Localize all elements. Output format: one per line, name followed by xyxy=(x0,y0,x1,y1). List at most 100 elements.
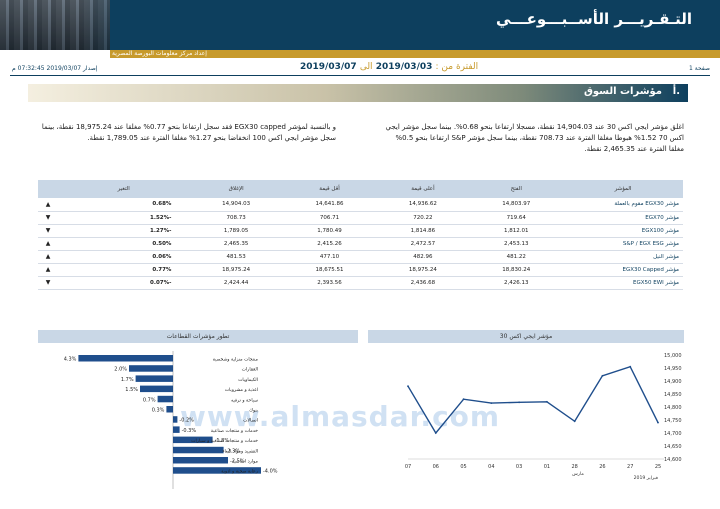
close-value: 481.53 xyxy=(189,250,283,264)
change-value: 0.68% xyxy=(58,198,190,212)
high-value: 18,975.24 xyxy=(376,263,470,277)
col-header-open: الفتح xyxy=(510,186,522,192)
data-point xyxy=(462,398,465,401)
bar-category-label: خدمات و منتجات صناعية و سيارات xyxy=(191,439,258,444)
up-arrow-icon: ▲ xyxy=(38,198,58,212)
section-bar: أ. مؤشرات السوق xyxy=(28,84,688,102)
egx30-chart-title: مؤشر ايجي اكس 30 xyxy=(368,330,684,343)
data-point xyxy=(657,421,659,424)
high-value: 720.22 xyxy=(376,211,470,225)
change-value: 0.06% xyxy=(58,250,190,264)
bar xyxy=(135,375,173,382)
col-header-change: التغير xyxy=(117,186,130,192)
high-value: 14,936.62 xyxy=(376,198,470,212)
x-group-label: فبراير 2019 xyxy=(634,475,658,481)
open-value: 14,803.97 xyxy=(469,198,563,212)
divider xyxy=(10,75,710,76)
index-name: مؤشر EGX30 مقوم بالعملة xyxy=(563,198,683,212)
bar-data-label: 0.3% xyxy=(152,408,165,414)
y-tick-label: 14,750 xyxy=(664,418,682,424)
table-row: مؤشر النيل 481.22 482.96 477.10 481.53 0.06% ▲ xyxy=(38,250,683,264)
index-name: مؤشر S&P / EGX ESG xyxy=(563,237,683,251)
data-point xyxy=(545,400,548,403)
change-value: 0.50% xyxy=(58,237,190,251)
bar-category-label: اتصالات xyxy=(243,419,258,424)
release-stamp: إصدار 2019/03/07 07:32:45 م xyxy=(12,65,98,72)
bar-category-label: منتجات منزلية وشخصية xyxy=(213,358,259,363)
bar-category-label: رعاية صحية و ادوية xyxy=(221,470,258,475)
report-title: التـقـريـــر الأســبـــوعـــي xyxy=(496,10,692,28)
open-value: 2,453.13 xyxy=(469,237,563,251)
bar-data-label: -1.8% xyxy=(215,438,230,444)
bar-data-label: 0.7% xyxy=(143,397,156,403)
bar-data-label: 1.7% xyxy=(121,377,134,383)
x-tick-label: 26 xyxy=(599,464,605,470)
low-value: 2,393.56 xyxy=(282,276,377,290)
up-arrow-icon: ▲ xyxy=(38,237,58,251)
x-tick-label: 06 xyxy=(433,464,439,470)
bar xyxy=(157,395,173,403)
y-tick-label: 14,600 xyxy=(664,457,682,463)
bar xyxy=(166,406,173,413)
x-tick-label: 01 xyxy=(544,464,550,470)
change-value: -1.52% xyxy=(58,211,190,225)
bar xyxy=(173,436,213,444)
sectors-bar-chart: 4.3% منتجات منزلية وشخصية 2.0% العقارات 1.7%… xyxy=(64,351,278,489)
bar-category-label: موارد اساسية xyxy=(232,460,259,465)
bar-data-label: -2.3% xyxy=(226,448,241,454)
egx30-line-chart: 15,000 14,950 14,900 14,850 14,800 14,750 14,7… xyxy=(405,353,682,481)
high-value: 2,436.68 xyxy=(376,276,470,290)
y-tick-label: 14,800 xyxy=(664,405,682,411)
up-arrow-icon: ▲ xyxy=(38,250,58,264)
data-point xyxy=(573,420,576,423)
close-value: 18,975.24 xyxy=(189,263,283,277)
x-tick-label: 03 xyxy=(516,464,522,470)
bar xyxy=(129,365,173,372)
index-name: مؤشر EGX70 xyxy=(563,211,683,225)
close-value: 2,424.44 xyxy=(189,276,283,290)
change-value: -0.07% xyxy=(58,276,190,290)
open-value: 1,812.01 xyxy=(469,224,563,238)
close-value: 14,904.03 xyxy=(189,198,283,212)
change-value: 0.77% xyxy=(58,263,190,277)
bar-data-label: -0.3% xyxy=(182,428,197,434)
open-value: 481.22 xyxy=(469,250,563,264)
high-value: 2,472.57 xyxy=(376,237,470,251)
low-value: 14,641.86 xyxy=(282,198,377,212)
down-arrow-icon: ▼ xyxy=(38,211,58,225)
header-fade xyxy=(80,0,200,50)
close-value: 1,789.05 xyxy=(189,224,283,238)
data-point xyxy=(490,402,493,404)
bar xyxy=(173,416,178,423)
x-tick-label: 27 xyxy=(627,464,633,470)
section-number: أ. xyxy=(672,86,680,97)
watermark: www.almasdar.com xyxy=(180,400,501,433)
col-header-close: الإغلاق xyxy=(228,186,244,192)
y-tick-label: 14,900 xyxy=(664,379,682,385)
open-value: 2,426.13 xyxy=(469,276,563,290)
col-header-high: أعلى قيمة xyxy=(411,186,435,192)
data-point xyxy=(518,401,521,404)
header-accent-bar: إعداد مركز معلومات البورصة المصرية xyxy=(110,50,720,58)
data-point xyxy=(407,385,409,388)
table-row: مؤشر EGX30 مقوم بالعملة 14,803.97 14,936.6… xyxy=(38,198,683,212)
up-arrow-icon: ▲ xyxy=(38,263,58,277)
summary-paragraph-left: و بالنسبة لمؤشر EGX30 capped فقد سجل ارت… xyxy=(41,123,336,142)
low-value: 477.10 xyxy=(282,250,377,264)
index-name: مؤشر EGX50 EWI xyxy=(563,276,683,290)
low-value: 1,780.49 xyxy=(282,224,377,238)
period-to: 2019/03/07 xyxy=(300,62,357,72)
bar xyxy=(140,385,173,393)
period-from: 2019/03/03 xyxy=(375,62,433,72)
x-tick-label: 25 xyxy=(655,464,661,470)
bar-category-label: بنوك xyxy=(249,409,258,414)
bar xyxy=(78,355,173,362)
y-tick-label: 15,000 xyxy=(664,353,682,359)
bar-data-label: 2.0% xyxy=(114,367,127,373)
y-tick-label: 14,700 xyxy=(664,431,682,437)
open-value: 18,830.24 xyxy=(469,263,563,277)
low-value: 706.71 xyxy=(282,211,377,225)
bar xyxy=(173,467,261,474)
indices-table: المؤشر الفتح أعلى قيمة أقل قيمة الإغلاق … xyxy=(38,180,683,290)
bar-category-label: اغذية و مشروبات xyxy=(225,388,258,393)
